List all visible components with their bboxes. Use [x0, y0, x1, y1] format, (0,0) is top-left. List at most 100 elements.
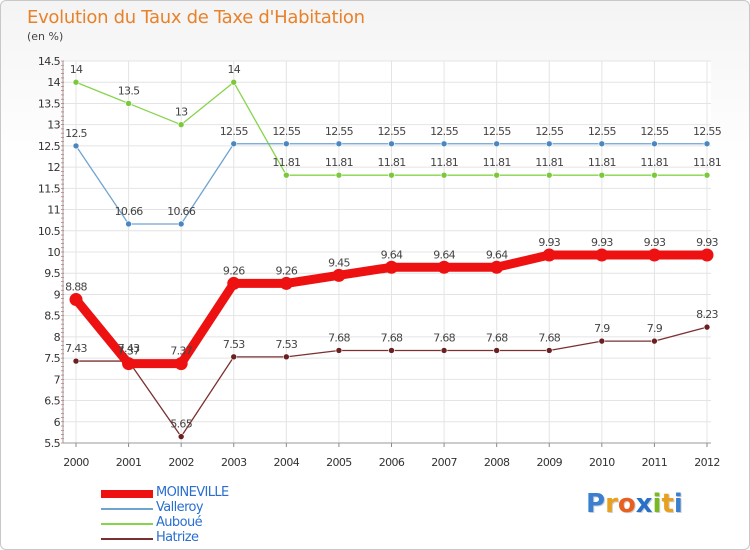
data-point	[230, 140, 238, 148]
data-label: 12.55	[272, 125, 301, 138]
data-label: 7.68	[433, 331, 455, 344]
data-label: 12.55	[588, 125, 617, 138]
y-tick-label: 12.5	[38, 140, 61, 153]
x-tick-label: 2001	[116, 456, 142, 469]
data-point	[440, 347, 448, 354]
data-point	[72, 78, 80, 86]
data-label: 9.64	[433, 248, 455, 261]
data-label: 7.9	[594, 322, 610, 335]
data-point	[72, 142, 80, 150]
data-label: 8.23	[696, 308, 718, 321]
y-tick-label: 14.5	[38, 55, 61, 68]
y-tick-label: 13.5	[38, 97, 61, 110]
x-tick-label: 2006	[379, 456, 405, 469]
data-point	[335, 171, 343, 179]
legend-label: MOINEVILLE	[156, 485, 229, 500]
data-point	[283, 140, 290, 148]
data-point	[545, 171, 553, 179]
data-label: 13.5	[118, 84, 140, 97]
data-label: 9.45	[328, 256, 350, 269]
data-label: 11.81	[325, 156, 353, 169]
y-tick-label: 14	[47, 76, 60, 89]
data-point	[493, 171, 500, 179]
proxiti-logo: Proxiti	[586, 489, 683, 519]
data-point	[595, 248, 609, 262]
data-point	[598, 140, 606, 148]
data-label: 9.26	[275, 264, 297, 277]
x-tick-label: 2007	[431, 456, 457, 469]
data-point	[437, 260, 451, 274]
data-point	[385, 260, 398, 274]
data-point	[227, 276, 241, 290]
y-tick-label: 11	[47, 204, 60, 217]
data-label: 9.93	[644, 236, 666, 249]
x-tick-label: 2000	[63, 456, 89, 469]
data-point	[335, 347, 343, 354]
data-point	[703, 171, 711, 179]
data-point	[545, 140, 553, 148]
data-label: 11.81	[272, 156, 300, 169]
data-label: 13	[175, 106, 188, 119]
data-label: 12.55	[325, 125, 354, 138]
data-point	[177, 433, 185, 440]
data-point	[177, 220, 185, 228]
data-label: 9.64	[381, 248, 403, 261]
data-label: 7.37	[170, 345, 192, 358]
data-label: 14	[227, 63, 240, 76]
data-point	[177, 121, 185, 128]
data-label: 7.68	[538, 331, 560, 344]
chart-title: Evolution du Taux de Taxe d'Habitation	[27, 7, 365, 28]
legend-item: Valleroy	[101, 500, 361, 516]
data-point	[72, 357, 80, 365]
legend-label: Auboué	[156, 515, 203, 530]
data-point	[283, 171, 290, 179]
data-label: 7.53	[275, 338, 297, 351]
data-point	[703, 140, 711, 148]
data-label: 12.55	[693, 125, 722, 138]
x-tick-label: 2009	[536, 456, 562, 469]
data-label: 9.64	[486, 248, 508, 261]
y-tick-label: 6	[54, 416, 61, 429]
x-tick-label: 2008	[484, 456, 510, 469]
data-label: 9.93	[538, 236, 560, 249]
y-tick-label: 7.5	[44, 352, 60, 365]
data-point	[174, 357, 188, 371]
data-label: 12.55	[430, 125, 459, 138]
data-label: 12.55	[378, 125, 407, 138]
y-tick-label: 8	[54, 331, 61, 344]
y-tick-label: 6.5	[44, 395, 60, 408]
data-label: 11.81	[430, 156, 458, 169]
data-point	[647, 248, 661, 262]
data-label: 10.66	[115, 205, 144, 218]
data-point	[493, 140, 500, 148]
y-tick-label: 12	[47, 161, 60, 174]
data-point	[700, 248, 714, 262]
data-label: 12.55	[640, 125, 669, 138]
data-point	[69, 293, 83, 307]
legend-label: Valleroy	[156, 500, 204, 515]
data-label: 11.81	[378, 156, 406, 169]
data-label: 12.5	[65, 127, 87, 140]
data-label: 7.37	[118, 345, 140, 358]
data-point	[332, 268, 346, 282]
data-point	[490, 260, 504, 274]
data-label: 14	[70, 63, 83, 76]
chart-subtitle: (en %)	[27, 30, 64, 43]
x-tick-label: 2005	[326, 456, 352, 469]
data-point	[230, 78, 238, 86]
data-label: 7.68	[328, 331, 350, 344]
x-tick-label: 2002	[168, 456, 194, 469]
data-label: 9.93	[696, 236, 718, 249]
data-point	[230, 353, 238, 361]
legend-label: Hatrize	[156, 530, 199, 545]
legend-item: MOINEVILLE	[101, 485, 361, 501]
data-point	[598, 171, 606, 179]
data-label: 9.26	[223, 264, 245, 277]
data-label: 11.81	[588, 156, 616, 169]
data-point	[283, 353, 290, 361]
data-point	[440, 140, 448, 148]
y-tick-label: 7	[54, 373, 61, 386]
data-point	[651, 337, 658, 345]
